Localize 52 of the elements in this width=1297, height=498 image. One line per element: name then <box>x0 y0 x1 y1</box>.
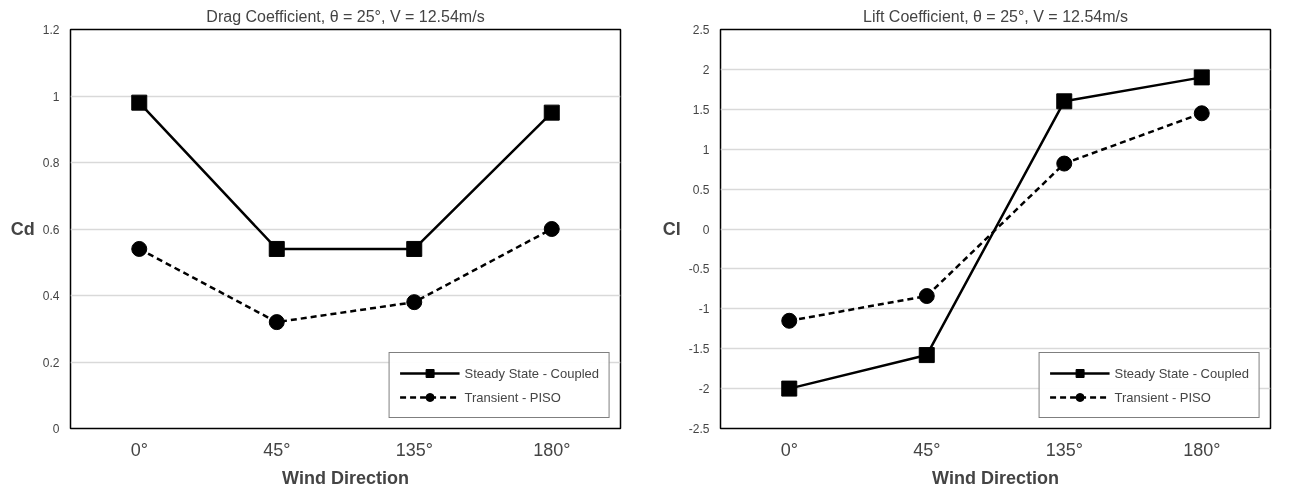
point <box>131 240 148 257</box>
point <box>918 347 935 364</box>
point <box>1193 69 1210 86</box>
point <box>781 380 798 397</box>
y-tick-label: 0.5 <box>692 182 710 197</box>
legend-label: Transient - PISO <box>1114 389 1211 405</box>
y-tick-label: 2.5 <box>692 23 710 37</box>
y-tick-label: -1 <box>698 302 710 317</box>
point <box>268 240 285 257</box>
point <box>918 288 935 305</box>
legend-label: Steady State - Coupled <box>464 365 599 381</box>
y-tick-label: 0.6 <box>42 222 60 237</box>
point <box>406 240 423 257</box>
point <box>131 94 148 111</box>
y-tick-label: 1 <box>702 142 710 157</box>
y-tick-label: 0 <box>52 422 60 436</box>
x-axis-title: Wind Direction <box>282 467 409 488</box>
point <box>543 104 560 121</box>
x-tick-label: 0° <box>130 439 148 460</box>
x-tick-label: 180° <box>1183 439 1221 460</box>
y-axis-title: Cd <box>10 219 35 239</box>
point <box>268 314 285 331</box>
x-tick-label: 180° <box>533 439 571 460</box>
legend-label: Steady State - Coupled <box>1114 365 1249 381</box>
x-tick-label: 135° <box>1045 439 1083 460</box>
x-tick-label: 135° <box>395 439 433 460</box>
chart-title: Lift Coefficient, θ = 25°, V = 12.54m/s <box>863 7 1128 25</box>
y-tick-label: 0.4 <box>42 289 60 303</box>
x-tick-label: 45° <box>263 439 291 460</box>
y-tick-label: -2 <box>698 382 710 397</box>
y-tick-label: -1.5 <box>688 342 710 357</box>
point <box>1056 93 1073 110</box>
point <box>1193 105 1210 122</box>
y-tick-label: 1 <box>52 89 60 104</box>
y-tick-label: 1.5 <box>692 102 710 117</box>
x-axis-title: Wind Direction <box>932 467 1059 488</box>
y-tick-label: 0.2 <box>42 355 60 370</box>
y-axis-title: Cl <box>662 219 681 239</box>
point <box>406 294 423 311</box>
point <box>543 221 560 237</box>
point <box>1056 155 1073 172</box>
chart-title: Drag Coefficient, θ = 25°, V = 12.54m/s <box>206 7 485 25</box>
y-tick-label: 2 <box>702 62 710 77</box>
x-tick-label: 0° <box>780 439 798 460</box>
legend-label: Transient - PISO <box>464 389 561 405</box>
point <box>781 312 798 329</box>
y-tick-label: 0.8 <box>42 156 60 170</box>
y-tick-label: 0 <box>702 222 710 237</box>
y-tick-label: -2.5 <box>688 422 710 436</box>
y-tick-label: 1.2 <box>42 23 60 37</box>
x-tick-label: 45° <box>913 439 941 460</box>
y-tick-label: -0.5 <box>688 262 710 277</box>
